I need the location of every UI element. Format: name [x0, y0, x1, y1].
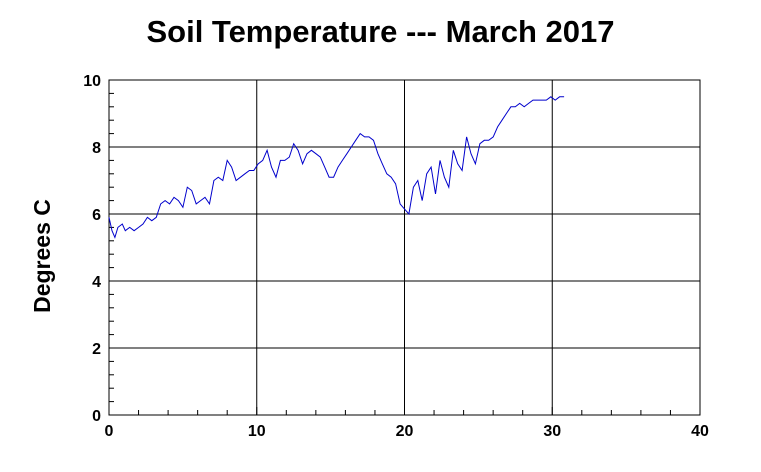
grid: [108, 79, 701, 416]
y-tick-label-8: 8: [92, 140, 101, 157]
x-tick-label-40: 40: [691, 423, 709, 440]
series-line-soil-temperature: [108, 96, 565, 239]
y-tick-label-4: 4: [92, 274, 101, 291]
chart-title: Soil Temperature --- March 2017: [146, 14, 615, 49]
y-tick-label-0: 0: [92, 408, 101, 425]
x-tick-label-10: 10: [248, 423, 266, 440]
y-tick-label-2: 2: [92, 341, 101, 358]
x-tick-label-0: 0: [105, 423, 114, 440]
y-tick-label-10: 10: [83, 73, 101, 90]
x-tick-labels: 0 10 20 30 40: [105, 423, 709, 440]
x-tick-label-20: 20: [396, 423, 414, 440]
y-axis-title: Degrees C: [29, 199, 55, 313]
plot-frame: [108, 79, 701, 416]
y-tick-labels: 0 2 4 6 8 10: [83, 73, 101, 425]
y-tick-label-6: 6: [92, 207, 101, 224]
x-tick-label-30: 30: [543, 423, 561, 440]
